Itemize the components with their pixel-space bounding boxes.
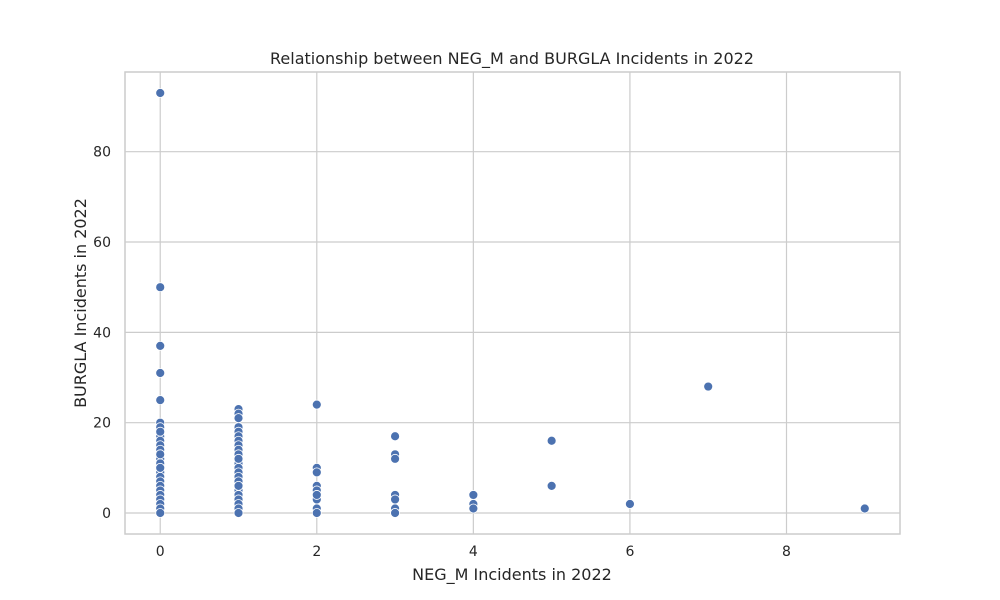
data-point xyxy=(155,508,166,518)
data-point xyxy=(233,508,244,518)
y-tick-label: 40 xyxy=(93,325,111,341)
data-point xyxy=(311,399,322,410)
x-tick-label: 8 xyxy=(782,544,791,560)
plot-area-frame xyxy=(124,71,901,535)
x-tick-labels: 0 2 4 6 8 xyxy=(156,544,791,560)
data-point xyxy=(390,508,400,518)
data-point xyxy=(155,462,166,473)
y-axis-label: BURGLA Incidents in 2022 xyxy=(71,198,90,408)
data-point xyxy=(546,481,557,491)
data-point xyxy=(390,431,400,442)
data-point xyxy=(233,413,244,424)
data-point xyxy=(233,481,244,491)
data-point xyxy=(155,341,166,351)
data-point xyxy=(155,368,166,378)
chart-title: Relationship between NEG_M and BURGLA In… xyxy=(270,49,754,69)
x-tick-label: 0 xyxy=(156,544,165,560)
x-axis-label: NEG_M Incidents in 2022 xyxy=(412,565,612,585)
x-tick-label: 6 xyxy=(625,544,634,560)
data-point xyxy=(468,490,479,500)
data-point xyxy=(233,453,244,464)
data-point xyxy=(155,449,166,460)
data-point xyxy=(155,88,166,98)
data-point xyxy=(155,426,166,437)
data-point xyxy=(703,381,714,392)
x-tick-label: 4 xyxy=(469,544,478,560)
data-point xyxy=(311,508,322,518)
y-tick-label: 0 xyxy=(102,506,111,522)
data-point xyxy=(155,282,166,293)
grid-lines xyxy=(125,72,900,534)
y-tick-label: 80 xyxy=(93,145,111,161)
data-point xyxy=(311,467,322,478)
data-points xyxy=(155,88,870,518)
data-point xyxy=(390,494,400,505)
x-tick-label: 2 xyxy=(312,544,321,560)
data-point xyxy=(468,503,479,514)
y-tick-labels: 0 20 40 60 80 xyxy=(93,145,111,522)
data-point xyxy=(390,453,400,464)
data-point xyxy=(625,499,635,509)
data-point xyxy=(546,435,557,446)
data-point xyxy=(155,395,166,405)
data-point xyxy=(859,503,870,514)
y-tick-label: 60 xyxy=(93,235,111,251)
y-tick-label: 20 xyxy=(93,416,111,432)
data-point xyxy=(311,490,322,500)
